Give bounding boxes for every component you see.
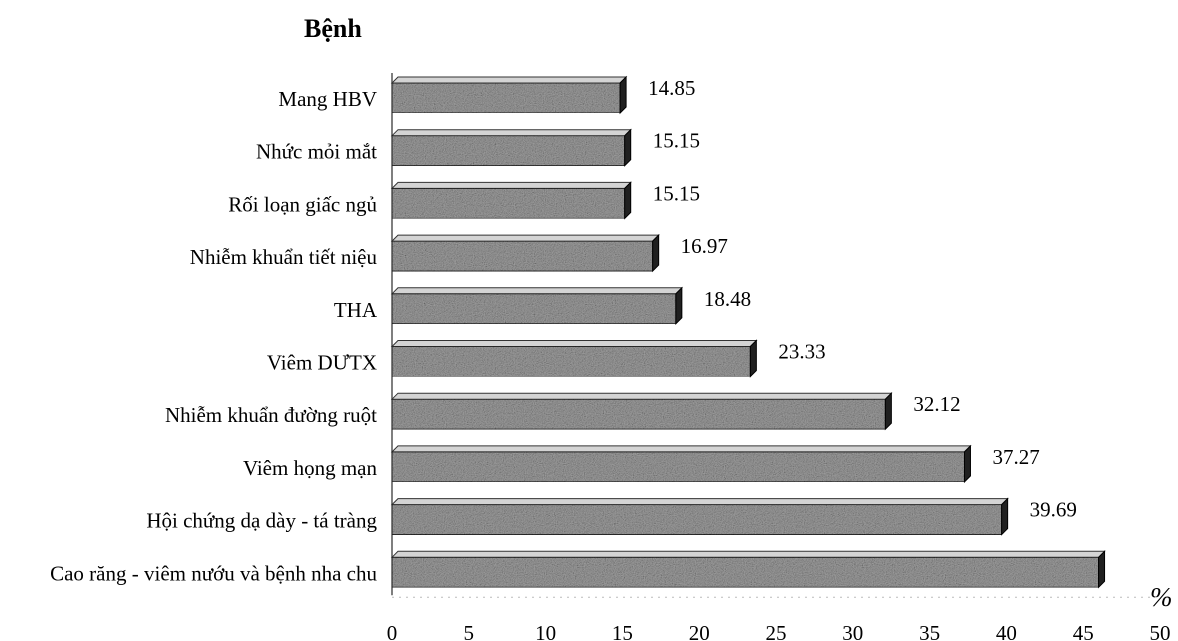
bars-group	[390, 75, 1106, 589]
bar-top-face	[390, 181, 632, 189]
x-tick-label: 20	[689, 621, 710, 641]
category-label: Hội chứng dạ dày - tá tràng	[146, 509, 377, 533]
category-label: Mang HBV	[278, 87, 377, 111]
bar-front-face	[391, 346, 751, 377]
bar-front-face	[391, 82, 621, 114]
bar	[390, 181, 632, 220]
category-label: Viêm họng mạn	[243, 456, 378, 480]
bar	[390, 339, 758, 378]
bar-side-face	[652, 233, 660, 273]
bar-front-face	[391, 293, 677, 325]
bar-side-face	[963, 444, 971, 484]
x-axis-unit-label: %	[1150, 582, 1173, 612]
bar-front-face	[391, 451, 965, 483]
bar-top-face	[390, 234, 660, 242]
category-label: Nhức mỏi mắt	[256, 140, 377, 164]
bar-side-face	[1098, 550, 1106, 589]
bar-side-face	[624, 128, 632, 167]
data-labels: 14.85 15.15 15.15 16.97 18.48 23.33 32.12 37.27…	[648, 76, 1077, 522]
bar-front-face	[391, 398, 886, 430]
x-tick-label: 50	[1150, 621, 1171, 641]
bar-top-face	[390, 76, 628, 84]
category-label: Cao răng - viêm nướu và bệnh nha chu	[50, 561, 377, 585]
y-axis-title: Bệnh	[304, 14, 362, 43]
bar-top-face	[390, 498, 1009, 506]
category-label: Viêm DƯTX	[267, 351, 377, 375]
bar-top-face	[390, 129, 632, 137]
bar-top-face	[390, 550, 1106, 558]
category-labels: Mang HBV Nhức mỏi mắt Rối loạn giấc ngủ Nhi…	[50, 87, 378, 585]
bar-side-face	[624, 181, 632, 220]
data-label: 18.48	[704, 287, 751, 311]
data-label: 23.33	[778, 340, 825, 364]
data-label: 15.15	[653, 181, 700, 205]
x-tick-labels: 0 5 10 15 20 25 30 35 40 45 50	[387, 621, 1171, 641]
bar	[390, 286, 684, 326]
data-label: 15.15	[653, 129, 700, 153]
bar-side-face	[749, 339, 757, 378]
bar-front-face	[391, 556, 1100, 588]
bar-top-face	[390, 445, 972, 453]
bar	[390, 233, 660, 273]
category-label: THA	[334, 298, 378, 322]
bar-top-face	[390, 340, 758, 347]
data-label: 39.69	[1030, 498, 1077, 522]
category-label: Rối loạn giấc ngủ	[228, 192, 377, 216]
bar	[390, 391, 893, 431]
x-tick-label: 5	[464, 621, 475, 641]
data-label: 32.12	[913, 392, 960, 416]
bar-front-face	[391, 187, 626, 219]
x-tick-label: 45	[1073, 621, 1094, 641]
data-label: 37.27	[992, 445, 1039, 469]
x-tick-label: 10	[535, 621, 556, 641]
bar	[390, 128, 632, 167]
x-tick-label: 40	[996, 621, 1017, 641]
x-tick-label: 15	[612, 621, 633, 641]
bar-top-face	[390, 392, 893, 400]
bar-top-face	[390, 287, 684, 295]
x-tick-label: 30	[842, 621, 863, 641]
bar-side-face	[884, 391, 892, 431]
bar-side-face	[619, 75, 627, 115]
category-label: Nhiễm khuẩn tiết niệu	[190, 245, 378, 269]
category-label: Nhiễm khuẩn đường ruột	[165, 403, 377, 427]
bar-front-face	[391, 504, 1003, 536]
bar-side-face	[675, 286, 683, 326]
bar	[390, 550, 1106, 589]
data-label: 16.97	[681, 234, 728, 258]
bar-front-face	[391, 135, 626, 167]
x-tick-label: 35	[919, 621, 940, 641]
bar	[390, 75, 628, 115]
bar-side-face	[1001, 497, 1009, 536]
bar-front-face	[391, 240, 654, 272]
bar	[390, 497, 1009, 536]
x-tick-label: 0	[387, 621, 398, 641]
x-tick-label: 25	[766, 621, 787, 641]
bar	[390, 444, 972, 484]
data-label: 14.85	[648, 76, 695, 100]
